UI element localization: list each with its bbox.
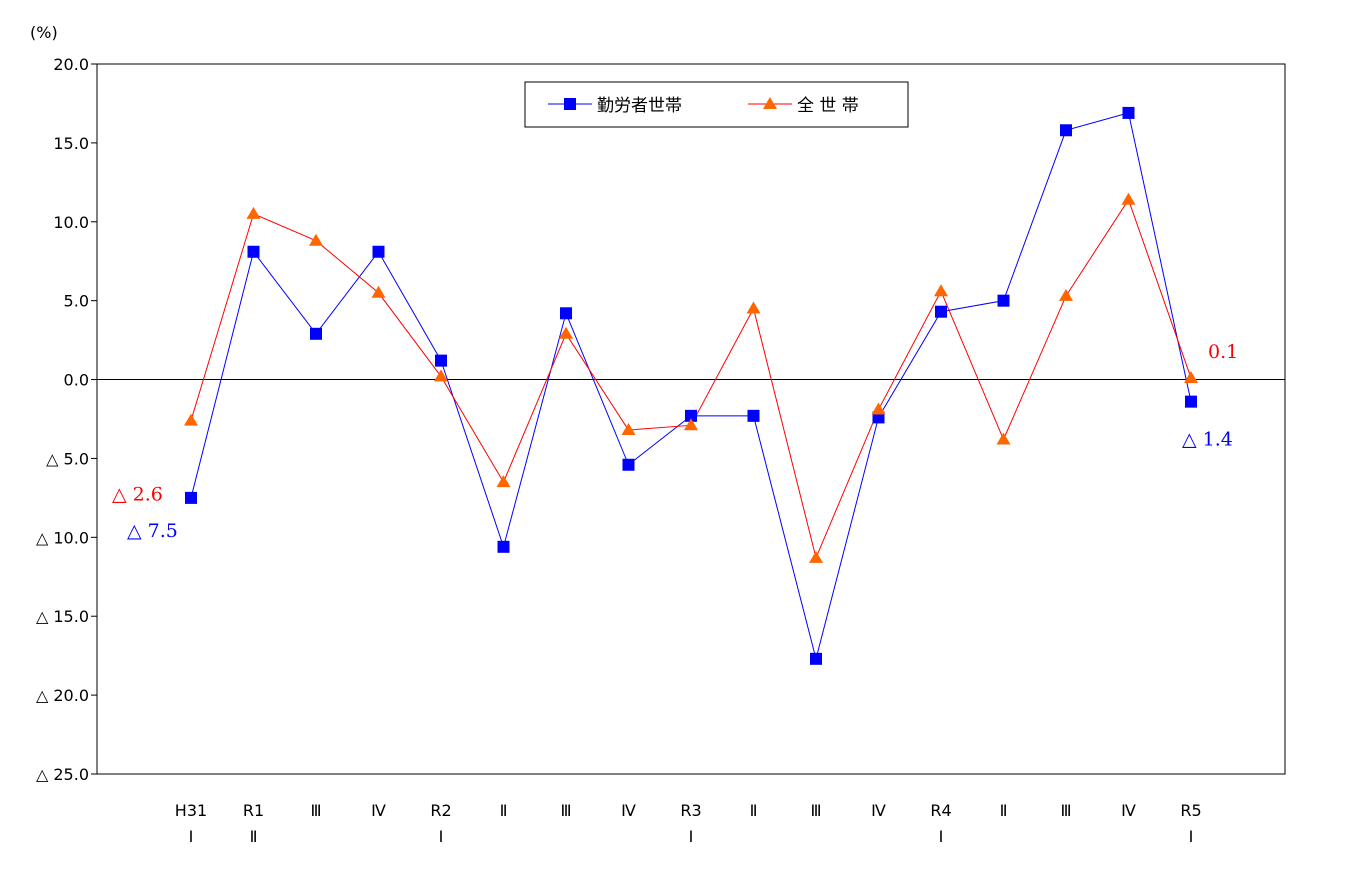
x-tick-label: Ⅲ [810, 801, 821, 820]
y-axis-ticks: 20.0 15.0 10.0 5.0 0.0 △ 5.0 △ 10.0 △ 15.0 △ 20.… [36, 55, 97, 784]
x-tick-label: R5 [1180, 801, 1201, 820]
series-0-point [810, 652, 822, 665]
x-tick-label: Ⅲ [1060, 801, 1071, 820]
series-1-point [184, 413, 198, 426]
series-1-point [434, 369, 448, 382]
series-0-point [185, 491, 197, 504]
y-tick-label: △ 20.0 [36, 686, 89, 705]
series-0-point [1122, 106, 1135, 119]
x-tick-label: R1 [243, 801, 264, 820]
series-line-1 [190, 198, 1192, 560]
series-line-0 [190, 112, 1192, 659]
legend-marker-0 [564, 98, 576, 110]
annotations: △ 2.6 △ 7.5 0.1 △ 1.4 [112, 341, 1238, 542]
series-1-point [1184, 370, 1198, 383]
x-tick-sublabel: Ⅰ [939, 827, 944, 846]
x-tick-label: Ⅲ [560, 801, 571, 820]
x-tick-label: Ⅳ [871, 801, 886, 820]
data-label: △ 2.6 [112, 484, 163, 506]
series-markers [184, 106, 1198, 665]
y-tick-label: △ 10.0 [36, 528, 89, 547]
series-lines [190, 112, 1192, 659]
y-tick-label: 10.0 [53, 213, 89, 232]
series-1-point [496, 475, 511, 488]
series-1-point [1121, 192, 1136, 205]
legend-label-0: 勤労者世帯 [597, 96, 682, 116]
x-tick-label: Ⅳ [1121, 801, 1136, 820]
legend-marker-1 [763, 97, 777, 109]
x-axis-labels: H31 Ⅰ R1 Ⅱ Ⅲ Ⅳ R2 Ⅰ Ⅱ Ⅲ Ⅳ R3 Ⅰ Ⅱ Ⅲ Ⅳ R4 Ⅰ Ⅱ Ⅲ Ⅳ R5 Ⅰ [175, 801, 1202, 846]
series-0-point [685, 409, 697, 422]
series-0-point [560, 307, 572, 320]
x-tick-label: Ⅱ [1000, 801, 1008, 820]
x-tick-label: Ⅲ [310, 801, 321, 820]
x-tick-sublabel: Ⅰ [439, 827, 444, 846]
series-1-point [934, 284, 948, 297]
series-0-point [435, 354, 447, 367]
data-label: △ 1.4 [1182, 429, 1233, 451]
x-tick-sublabel: Ⅰ [1189, 827, 1194, 846]
series-1-point [746, 301, 761, 314]
x-tick-label: Ⅳ [621, 801, 636, 820]
series-1-point [684, 418, 698, 431]
x-tick-label: Ⅳ [371, 801, 386, 820]
x-tick-label: R4 [930, 801, 951, 820]
series-1-point [246, 206, 261, 219]
y-tick-label: △ 15.0 [36, 607, 89, 626]
plot-area [96, 63, 1286, 775]
series-0-point [997, 294, 1010, 307]
series-0-point [247, 245, 260, 258]
series-0-point [935, 305, 947, 318]
x-tick-label: R3 [680, 801, 701, 820]
data-label: △ 7.5 [127, 520, 178, 542]
x-tick-label: H31 [175, 801, 207, 820]
series-1-point [559, 326, 573, 339]
data-label: 0.1 [1208, 341, 1238, 363]
x-tick-label: Ⅱ [750, 801, 758, 820]
series-0-point [372, 245, 385, 258]
series-1-point [1059, 288, 1073, 301]
series-0-point [622, 458, 635, 471]
y-tick-label: 5.0 [64, 292, 89, 311]
y-tick-label: 20.0 [53, 55, 89, 74]
legend-label-1: 全 世 帯 [797, 96, 859, 116]
x-tick-sublabel: Ⅰ [189, 827, 194, 846]
x-tick-sublabel: Ⅰ [689, 827, 694, 846]
series-0-point [1060, 124, 1072, 137]
y-tick-label: △ 25.0 [36, 765, 89, 784]
x-tick-label: Ⅱ [500, 801, 508, 820]
series-0-point [497, 540, 510, 553]
y-tick-label: 0.0 [64, 371, 89, 390]
series-0-point [1185, 395, 1197, 408]
series-1-point [621, 423, 636, 436]
x-tick-label: R2 [430, 801, 451, 820]
series-1-point [309, 233, 323, 246]
series-1-point [809, 550, 823, 563]
legend: 勤労者世帯 全 世 帯 [524, 81, 909, 128]
x-tick-sublabel: Ⅱ [250, 827, 258, 846]
y-tick-label: △ 5.0 [46, 449, 89, 468]
y-unit-label: (%) [30, 23, 58, 42]
series-0-point [310, 327, 322, 340]
series-1-point [996, 432, 1011, 445]
y-tick-label: 15.0 [53, 134, 89, 153]
series-1-point [371, 285, 386, 298]
series-0-point [747, 409, 760, 422]
series-1-point [871, 402, 886, 415]
